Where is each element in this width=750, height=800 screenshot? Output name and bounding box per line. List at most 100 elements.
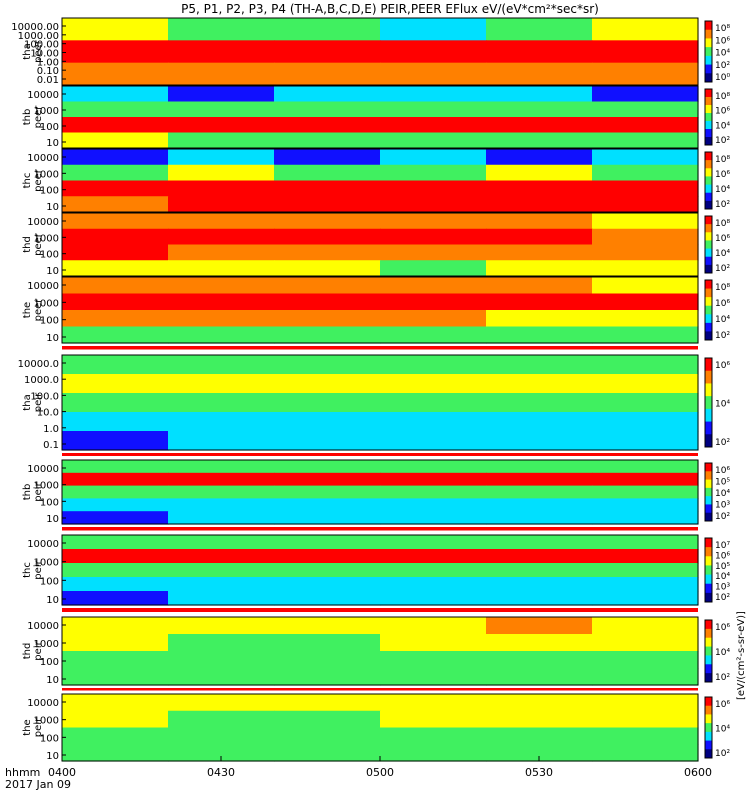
heatmap-cell (62, 694, 169, 712)
colorbar-segment (705, 73, 712, 83)
heatmap-cell (380, 132, 487, 149)
heatmap-cell (168, 149, 275, 166)
heatmap-cell (486, 535, 593, 550)
heatmap-cell (486, 563, 593, 578)
heatmap-cell (62, 213, 169, 230)
heatmap-cell (380, 744, 487, 762)
heatmap-cell (274, 228, 381, 246)
colorbar-segment (705, 121, 712, 130)
y-tick-label: 10000 (27, 464, 59, 475)
heatmap-cell (380, 244, 487, 261)
colorbar-segment (705, 160, 712, 169)
colorbar-segment (705, 89, 712, 98)
heatmap-cell (274, 472, 381, 487)
colorbar-tick-label: 10² (715, 331, 730, 341)
heatmap-cell (592, 62, 699, 86)
heatmap-cell (62, 431, 169, 451)
y-tick-label: 10 (46, 138, 59, 149)
colorbar-segment (705, 192, 712, 202)
heatmap-cell (592, 149, 699, 166)
heatmap-cell (592, 244, 699, 261)
colorbar-segment (705, 538, 712, 548)
colorbar-segment (705, 305, 712, 315)
heatmap-cell (168, 244, 275, 261)
heatmap-cell (486, 591, 593, 606)
heatmap-cell (380, 577, 487, 592)
colorbar-frame (704, 279, 713, 341)
heatmap-cell (62, 164, 169, 182)
heatmap-cell (380, 498, 487, 512)
y-tick-label: 1000 (34, 716, 59, 727)
heatmap-cell (274, 277, 381, 295)
heatmap-cell (62, 617, 169, 635)
colorbar-segment (705, 487, 712, 497)
heatmap-cell (592, 617, 699, 635)
heatmap-cell (486, 549, 593, 564)
heatmap-cell (380, 412, 487, 432)
heatmap-cell (274, 535, 381, 550)
colorbar-segment (705, 714, 712, 724)
heatmap-cell (274, 374, 381, 394)
heatmap-cell (274, 710, 381, 729)
heatmap-cell (592, 591, 699, 606)
heatmap-cell (486, 164, 593, 182)
heatmap-cell (380, 472, 487, 487)
colorbar-segment (705, 184, 712, 194)
colorbar-tick-label: 10² (715, 512, 730, 522)
heatmap-cell (592, 277, 699, 295)
colorbar-tick-label: 10⁶ (715, 299, 730, 309)
y-tick-label: 10000 (27, 539, 59, 550)
heatmap-cell (274, 196, 381, 213)
heatmap-cell (592, 196, 699, 213)
heatmap-cell (486, 310, 593, 328)
heatmap-cell (380, 668, 487, 686)
colorbar-segment (705, 731, 712, 742)
y-axis-label: thcpeer (22, 168, 44, 192)
y-tick-label: 10000.0 (18, 359, 59, 370)
colorbar-segment (705, 256, 712, 266)
colorbar-tick-label: 10⁴ (715, 572, 730, 582)
colorbar-segment (705, 583, 712, 594)
heatmap-cell (62, 149, 169, 166)
heatmap-cell (486, 196, 593, 213)
colorbar-tick-label: 10⁴ (715, 489, 730, 499)
colorbar: 10⁶ 10⁴ 10² (704, 619, 730, 683)
colorbar-segment (705, 29, 712, 39)
colorbar-tick-label: 10⁷ (715, 541, 730, 551)
colorbar-segment (705, 749, 712, 759)
heatmap-cell (486, 62, 593, 86)
heatmap-cell (592, 412, 699, 432)
heatmap-cell (62, 549, 169, 564)
colorbar-segment (705, 705, 712, 715)
heatmap-cell (274, 563, 381, 578)
colorbar-segment (705, 740, 712, 750)
y-tick-label: 0.01 (37, 75, 59, 86)
panel-frame (61, 459, 699, 525)
heatmap-cell (380, 149, 487, 166)
heatmap-cell (274, 355, 381, 375)
heatmap-cell (62, 374, 169, 394)
heatmap-cell (168, 591, 275, 606)
y-axis-label: thcpeir (22, 559, 44, 579)
heatmap-cell (168, 355, 275, 375)
y-tick-label: 1.0 (43, 424, 59, 435)
heatmap-cell (486, 86, 593, 103)
heatmap-cell (62, 710, 169, 729)
heatmap-cell (380, 694, 487, 712)
heatmap-cell (592, 549, 699, 564)
heatmap-cell (168, 485, 275, 499)
y-tick-label: 1.00 (37, 57, 59, 68)
heatmap-cell (592, 293, 699, 311)
heatmap-cell (592, 117, 699, 134)
heatmap-cell (168, 293, 275, 311)
heatmap-cell (486, 472, 593, 487)
panel-frame (61, 276, 699, 344)
heatmap-cell (592, 431, 699, 451)
y-tick-label: 0.10 (37, 66, 59, 77)
heatmap-cell (486, 244, 593, 261)
panel-frame (61, 354, 699, 451)
time-axis: hhmm 2017 Jan 09 0400 0430 0500 0530 0600 (5, 756, 712, 791)
heatmap-cell (62, 40, 169, 64)
